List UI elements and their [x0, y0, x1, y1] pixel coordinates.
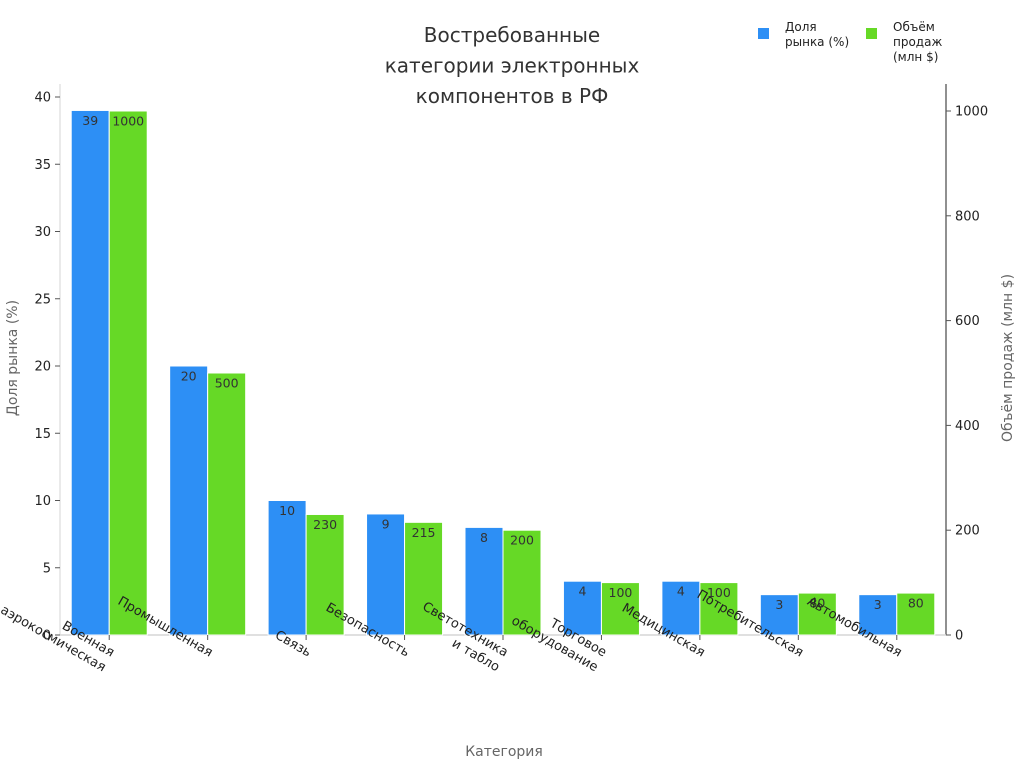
chart-title: Востребованные категории электронных компо… [385, 23, 640, 108]
y-right-tick-label: 1000 [955, 105, 988, 120]
bar-market-share[interactable] [759, 594, 799, 636]
bar-market-share[interactable] [464, 526, 504, 636]
bar-market-share[interactable] [661, 580, 701, 636]
data-label-market-share: 4 [677, 584, 685, 599]
y-left-tick-label: 35 [34, 158, 51, 173]
data-label-market-share: 20 [181, 369, 197, 384]
data-label-market-share: 3 [775, 597, 783, 612]
data-label-sales-volume: 500 [215, 376, 239, 391]
y-right-tick-label: 200 [955, 524, 980, 539]
bar-sales-volume[interactable] [404, 521, 444, 636]
y-right-tick-label: 800 [955, 209, 980, 224]
data-label-sales-volume: 230 [313, 517, 337, 532]
data-labels: 39 1000 20 500 10 230 9 215 8 200 4 100 4 100 3 80 3 80 [82, 113, 924, 612]
data-label-market-share: 10 [279, 503, 295, 518]
bars [70, 109, 936, 636]
legend-swatch-sales-volume [866, 28, 877, 39]
y-right-tick-label: 0 [955, 629, 963, 644]
chart-title-line: Востребованные [424, 23, 600, 47]
data-label-market-share: 39 [82, 113, 98, 128]
bar-market-share[interactable] [858, 594, 898, 636]
data-label-sales-volume: 80 [908, 596, 924, 611]
y-axis-left-title: Доля рынка (%) [5, 300, 21, 416]
y-right-tick-label: 600 [955, 314, 980, 329]
bar-sales-volume[interactable] [207, 372, 247, 636]
y-left-tick-label: 20 [34, 360, 51, 375]
legend-swatch-market-share [758, 28, 769, 39]
y-right-tick-label: 400 [955, 419, 980, 434]
data-label-sales-volume: 1000 [112, 114, 144, 129]
chart-title-line: компонентов в РФ [416, 84, 609, 108]
bar-sales-volume[interactable] [108, 110, 148, 636]
bar-sales-volume[interactable] [699, 582, 739, 636]
data-label-market-share: 8 [480, 530, 488, 545]
bar-market-share[interactable] [562, 580, 602, 636]
y-left-tick-label: 0 [43, 629, 51, 644]
bar-market-share[interactable] [70, 109, 110, 636]
data-label-sales-volume: 80 [809, 596, 825, 611]
data-label-market-share: 9 [382, 516, 390, 531]
y-left-tick-label: 40 [34, 91, 51, 106]
bar-sales-volume[interactable] [305, 513, 345, 636]
legend-label: продаж [893, 35, 942, 49]
y-left-tick-label: 10 [34, 494, 51, 509]
data-label-sales-volume: 100 [609, 585, 633, 600]
bar-sales-volume[interactable] [896, 592, 936, 636]
data-label-sales-volume: 200 [510, 533, 534, 548]
y-axis-right-title: Объём продаж (млн $) [1000, 274, 1016, 442]
y-left-tick-label: 30 [34, 225, 51, 240]
y-left-tick-label: 15 [34, 427, 51, 442]
data-label-sales-volume: 100 [707, 585, 731, 600]
data-label-market-share: 3 [874, 597, 882, 612]
legend-label: рынка (%) [785, 35, 849, 49]
data-label-sales-volume: 215 [412, 525, 436, 540]
bar-sales-volume[interactable] [600, 582, 640, 636]
y-left-tick-label: 25 [34, 292, 51, 307]
legend-label: Доля [785, 20, 817, 34]
legend-label: (млн $) [893, 50, 938, 64]
chart-title-line: категории электронных [385, 54, 640, 78]
bar-market-share[interactable] [169, 365, 209, 636]
legend-label: Объём [893, 20, 935, 34]
x-axis-title: Категория [465, 744, 543, 760]
bar-sales-volume[interactable] [797, 592, 837, 636]
y-left-tick-label: 5 [43, 561, 51, 576]
data-label-market-share: 4 [578, 584, 586, 599]
bar-market-share[interactable] [366, 513, 406, 636]
bar-market-share[interactable] [267, 500, 307, 636]
bar-sales-volume[interactable] [502, 529, 542, 636]
